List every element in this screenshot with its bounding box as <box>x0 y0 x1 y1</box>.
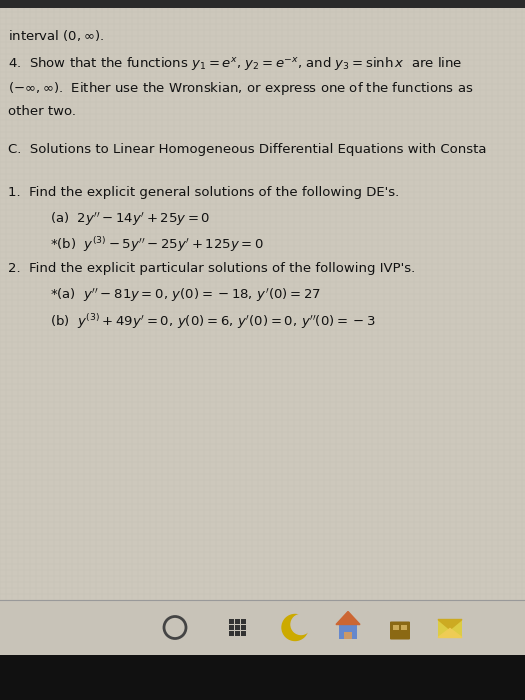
Bar <box>0 655 525 700</box>
Text: *(b)  $y^{(3)} - 5y'' - 25y' + 125y = 0$: *(b) $y^{(3)} - 5y'' - 25y' + 125y = 0$ <box>50 235 264 254</box>
Bar <box>229 619 234 624</box>
Circle shape <box>291 615 311 634</box>
Bar <box>229 631 234 636</box>
Text: 4.  Show that the functions $y_1 =e^x$, $y_2 =e^{-x}$, and $y_3 = \sinh x$  are : 4. Show that the functions $y_1 =e^x$, $… <box>8 55 463 72</box>
Bar <box>393 624 399 629</box>
FancyBboxPatch shape <box>390 622 410 640</box>
Bar <box>339 624 357 638</box>
Bar <box>0 0 525 8</box>
Bar <box>235 624 240 629</box>
Text: C.  Solutions to Linear Homogeneous Differential Equations with Consta: C. Solutions to Linear Homogeneous Diffe… <box>8 143 487 156</box>
Bar <box>229 624 234 629</box>
Polygon shape <box>438 620 462 629</box>
Bar <box>241 619 246 624</box>
Bar <box>241 631 246 636</box>
Bar <box>0 600 525 655</box>
Text: (a)  $2y'' - 14y' + 25y = 0$: (a) $2y'' - 14y' + 25y = 0$ <box>50 210 211 228</box>
Text: 1.  Find the explicit general solutions of the following DE's.: 1. Find the explicit general solutions o… <box>8 186 399 199</box>
Bar <box>401 624 407 629</box>
Bar <box>344 631 352 638</box>
Circle shape <box>282 615 308 640</box>
Text: interval $(0,\infty)$.: interval $(0,\infty)$. <box>8 28 104 43</box>
Text: 2.  Find the explicit particular solutions of the following IVP's.: 2. Find the explicit particular solution… <box>8 262 415 275</box>
Text: other two.: other two. <box>8 105 76 118</box>
Bar <box>438 620 462 638</box>
Text: *(a)  $y'' - 81y = 0,\, y(0) = -18,\, y'(0) = 27$: *(a) $y'' - 81y = 0,\, y(0) = -18,\, y'(… <box>50 287 321 304</box>
Text: (b)  $y^{(3)} + 49y' = 0,\, y(0) = 6,\, y'(0) = 0,\, y''(0) = -3$: (b) $y^{(3)} + 49y' = 0,\, y(0) = 6,\, y… <box>50 312 375 331</box>
Bar <box>241 624 246 629</box>
Bar <box>235 619 240 624</box>
Bar <box>235 631 240 636</box>
Polygon shape <box>438 629 462 638</box>
Polygon shape <box>336 612 360 624</box>
Text: $(-\infty,\infty)$.  Either use the Wronskian, or express one of the functions a: $(-\infty,\infty)$. Either use the Wrons… <box>8 80 474 97</box>
